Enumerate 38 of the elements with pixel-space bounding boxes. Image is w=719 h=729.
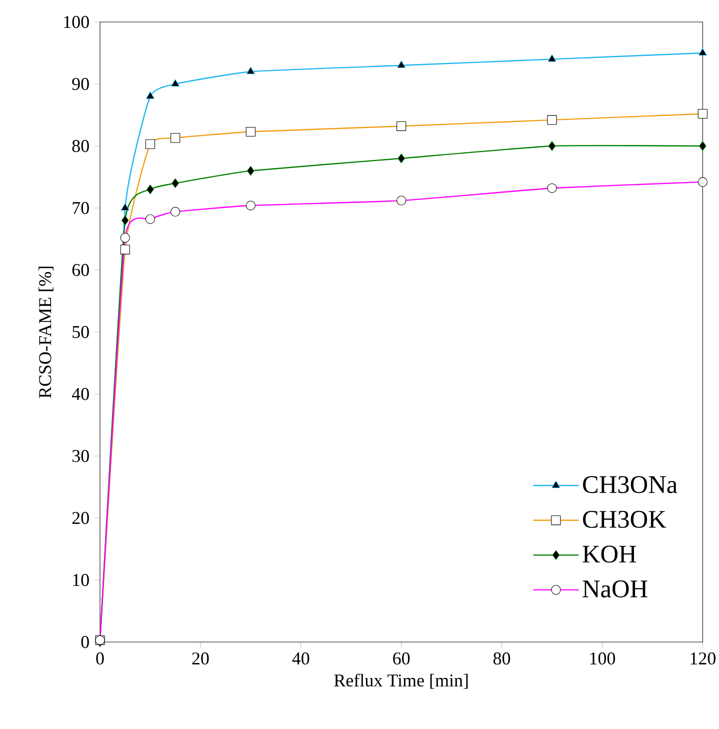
point xyxy=(398,154,406,164)
x-tick-label: 80 xyxy=(493,652,510,665)
point xyxy=(246,66,255,74)
legend-label: CH3OK xyxy=(583,510,666,528)
y-tick-label: 100 xyxy=(64,16,89,28)
legend-label: NaOH xyxy=(582,580,648,598)
y-tick-label: 0 xyxy=(81,636,89,648)
x-tick-label: 40 xyxy=(292,652,310,665)
point xyxy=(146,184,154,194)
x-tick-label: 100 xyxy=(590,652,616,665)
x-tick-label: 60 xyxy=(393,652,410,665)
point xyxy=(172,178,180,188)
x-tick-label: 20 xyxy=(192,652,209,665)
y-axis-title: RCSO-FAME [%] xyxy=(38,266,54,398)
point xyxy=(699,141,706,151)
legend-label: KOH xyxy=(582,546,636,563)
point xyxy=(548,54,556,62)
x-axis-title: Reflux Time [min] xyxy=(334,674,468,689)
point xyxy=(120,203,130,211)
y-tick-label: 20 xyxy=(72,512,89,524)
y-tick-label: 80 xyxy=(72,140,89,152)
y-tick-label: 40 xyxy=(72,388,89,400)
y-tick-label: 90 xyxy=(72,78,89,90)
point xyxy=(698,48,707,56)
point xyxy=(397,60,406,68)
y-tick-label: 30 xyxy=(72,450,89,462)
y-tick-label: 10 xyxy=(73,574,89,586)
point xyxy=(146,92,154,99)
point xyxy=(246,166,254,176)
legend-label: CH3ONa xyxy=(583,476,678,494)
y-tick-label: 60 xyxy=(72,264,89,276)
y-tick-label: 50 xyxy=(72,326,89,338)
x-tick-label: 0 xyxy=(96,652,104,665)
point xyxy=(171,79,180,87)
x-tick-label: 120 xyxy=(690,652,716,665)
point xyxy=(121,216,129,226)
point xyxy=(548,141,556,151)
y-tick-label: 70 xyxy=(72,202,89,214)
